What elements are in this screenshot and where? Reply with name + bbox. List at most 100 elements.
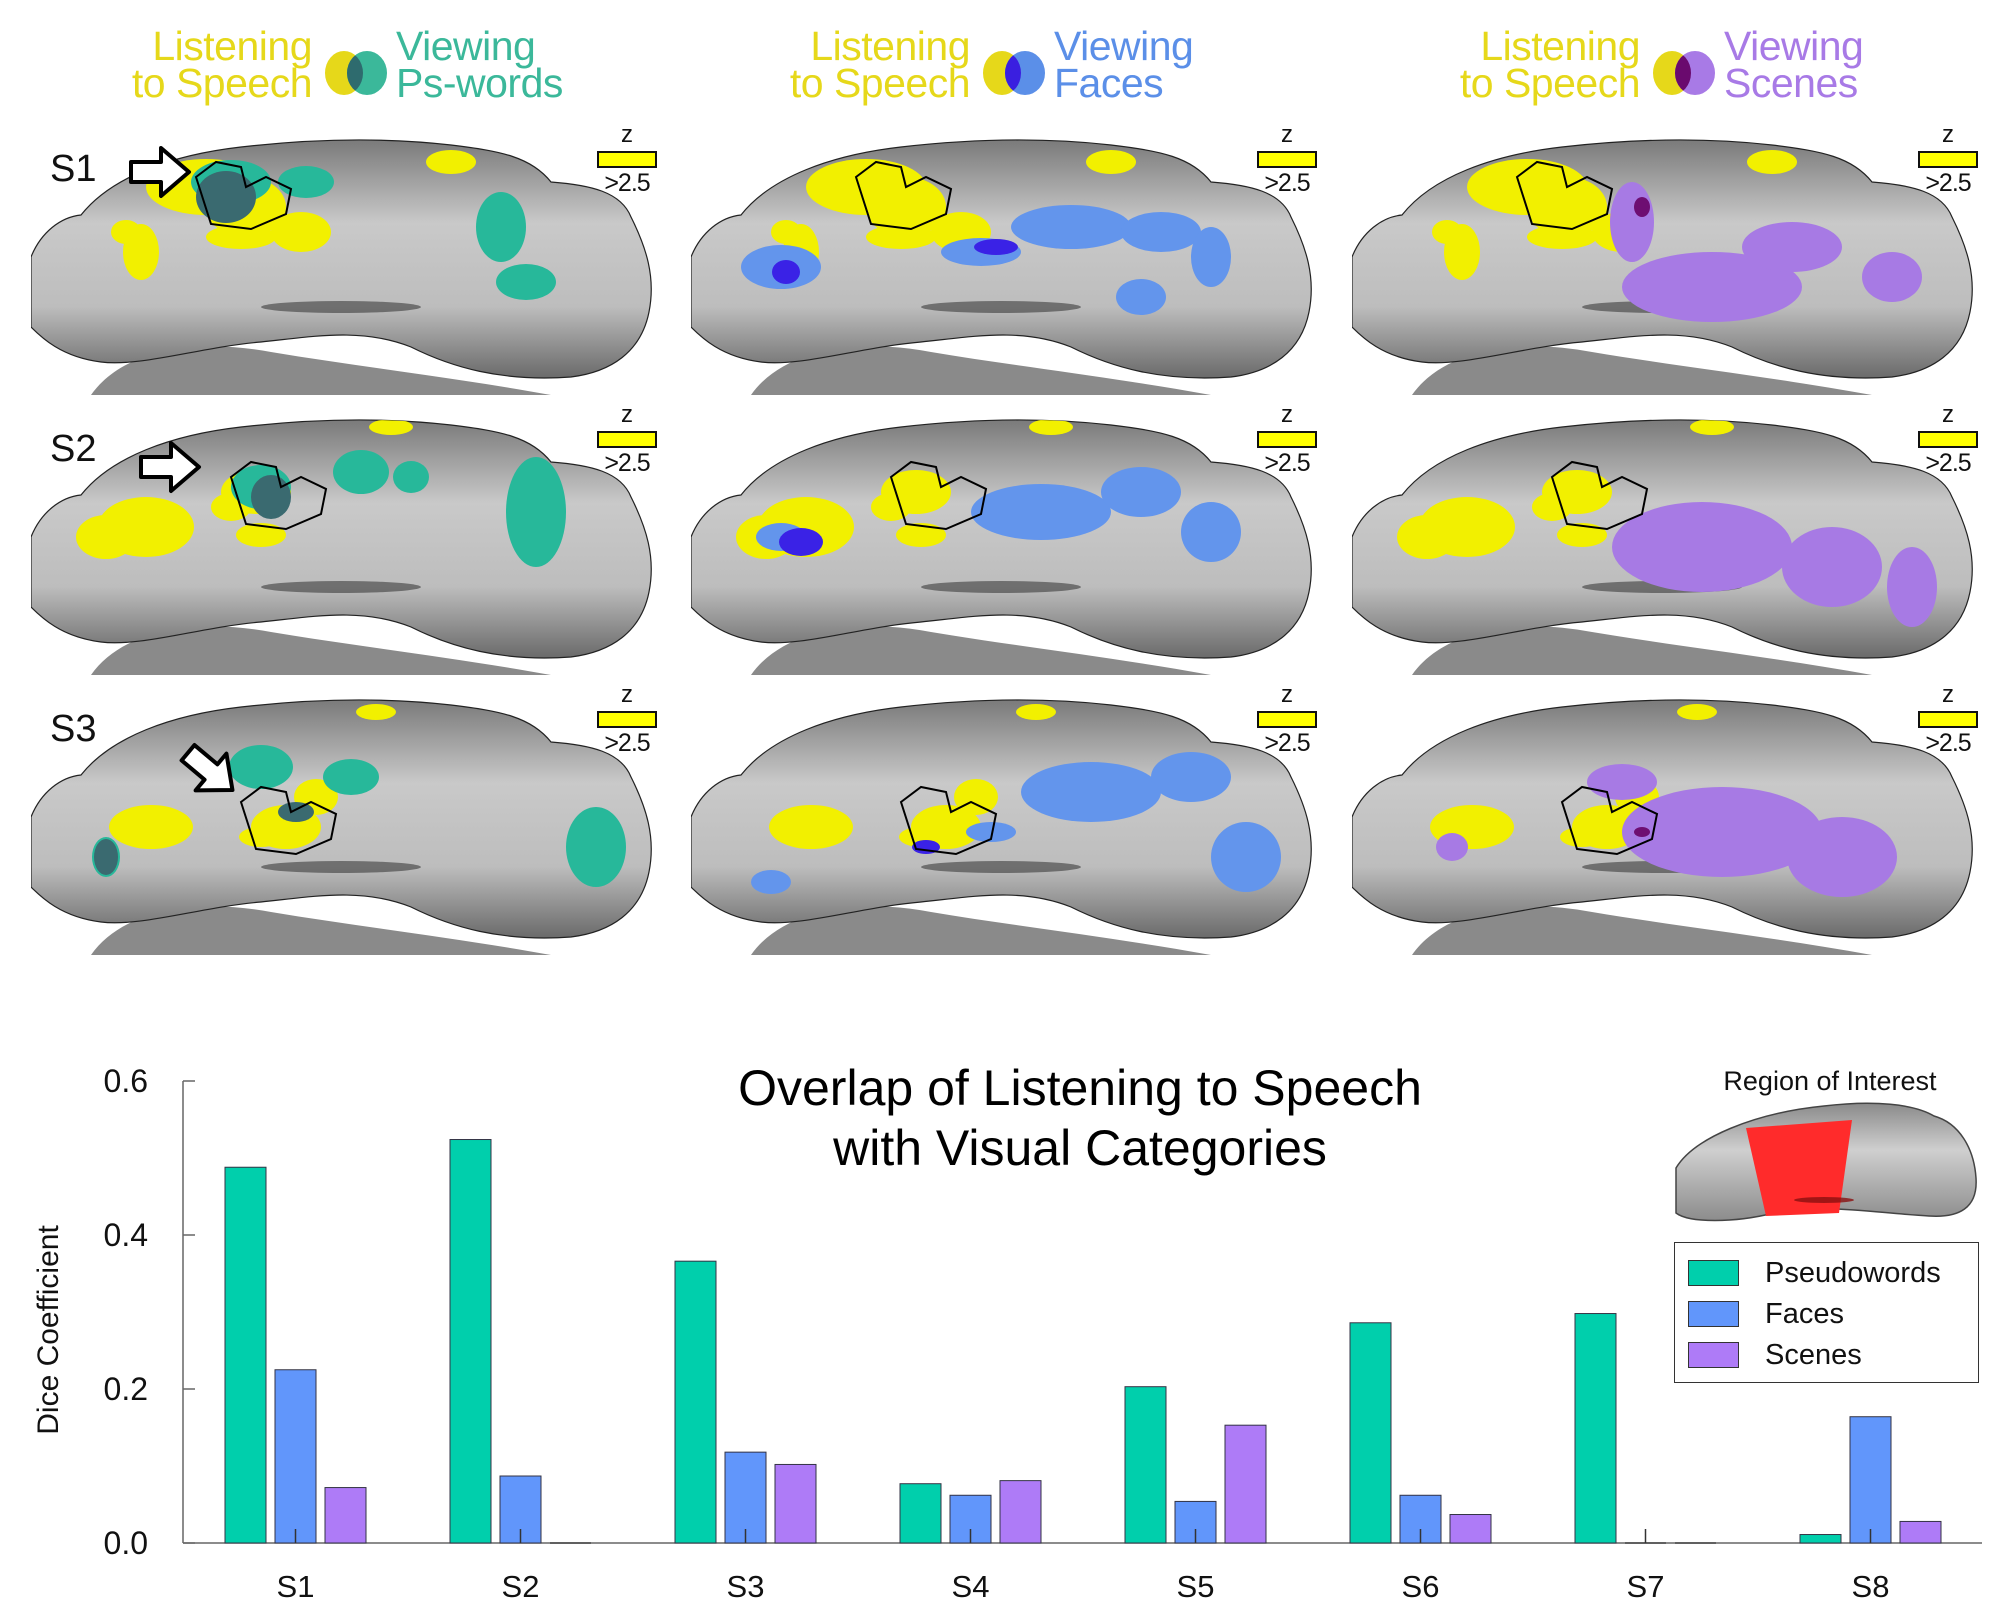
header-right-line1: Viewing	[1724, 23, 1864, 69]
chart-legend: Pseudowords Faces Scenes	[1674, 1242, 1979, 1383]
speech-activation	[834, 177, 858, 197]
bar-scenes-s4	[999, 1480, 1042, 1544]
sulcus-shadow	[921, 301, 1081, 313]
pseudowords-activation	[278, 166, 334, 198]
roi-title: Region of Interest	[1723, 1066, 1937, 1096]
speech-activation	[271, 212, 331, 252]
faces-activation	[1151, 752, 1231, 802]
speech-activation	[111, 220, 141, 244]
z-colorbar	[1257, 711, 1317, 728]
scenes-activation	[1587, 764, 1657, 800]
z-colorbar	[1918, 711, 1978, 728]
z-threshold-legend: z >2.5	[1254, 123, 1320, 196]
legend-item-scenes: Scenes	[1688, 1339, 1862, 1371]
legend-swatch-pseudowords	[1688, 1260, 1739, 1286]
faces-activation	[1101, 467, 1181, 517]
faces-activation	[751, 870, 791, 894]
x-tick-label: S3	[727, 1569, 765, 1604]
speech-activation	[1016, 704, 1056, 720]
speech-activation	[1432, 220, 1462, 244]
speech-activation	[769, 805, 853, 849]
temporal-lobe-shadow	[91, 626, 551, 675]
speech-activation	[1495, 177, 1519, 197]
chart-title-line2: with Visual Categories	[833, 1120, 1327, 1176]
faces-activation	[966, 822, 1016, 842]
z-label: z	[1281, 401, 1293, 428]
speech-activation	[1532, 493, 1572, 521]
scenes-activation	[1742, 222, 1842, 272]
header-left-line1: Listening	[152, 23, 312, 69]
sulcus-shadow	[261, 301, 421, 313]
sulcus-shadow	[261, 581, 421, 593]
z-label: z	[1281, 121, 1293, 148]
brain-panel-s2-pseudowords	[31, 417, 671, 675]
z-label: z	[621, 121, 633, 148]
faces-activation	[1181, 502, 1241, 562]
pointer-arrow-icon	[129, 146, 191, 198]
column-header-faces: Listening to Speech Viewing Faces	[718, 22, 1318, 112]
roi-sulcus	[1794, 1197, 1854, 1203]
y-tick-label: 0.4	[104, 1217, 148, 1253]
faces-activation	[1116, 279, 1166, 315]
scenes-activation	[1610, 182, 1654, 262]
sulcus-shadow	[921, 581, 1081, 593]
brain-panel-s2-faces	[691, 417, 1331, 675]
header-right-line1: Viewing	[396, 23, 536, 69]
roi-outline	[889, 460, 988, 531]
speech-activation	[1690, 419, 1734, 435]
z-colorbar	[1257, 151, 1317, 168]
y-tick-label: 0.6	[104, 1063, 148, 1099]
pseudowords-overlap-activation	[196, 171, 256, 223]
z-threshold-legend: z >2.5	[1915, 403, 1981, 476]
z-threshold-value: >2.5	[1264, 729, 1310, 757]
speech-activation	[896, 523, 946, 547]
bar-faces-s3	[724, 1451, 767, 1544]
temporal-lobe-shadow	[91, 346, 551, 395]
speech-activation	[206, 225, 276, 249]
header-listening-label: Listening to Speech	[60, 23, 313, 104]
z-label: z	[621, 681, 633, 708]
pseudowords-activation	[506, 457, 566, 567]
x-tick-label: S1	[277, 1569, 315, 1604]
bar-pseudowords-s5	[1124, 1386, 1167, 1544]
z-label: z	[1281, 681, 1293, 708]
dice-bar-chart: 0.0 0.2 0.4 0.6 Dice Coefficient S1 S2 S3 S4 S5 S6…	[32, 1063, 1982, 1604]
bar-scenes-s8	[1899, 1520, 1942, 1544]
speech-activation	[109, 805, 193, 849]
bar-pseudowords-s8	[1799, 1534, 1842, 1544]
bar-pseudowords-s7	[1574, 1313, 1617, 1544]
temporal-lobe-shadow	[751, 906, 1211, 955]
speech-activation	[866, 225, 936, 249]
roi-outline	[239, 785, 338, 856]
z-threshold-value: >2.5	[1264, 449, 1310, 477]
roi-brain-image	[1675, 1102, 1977, 1222]
bar-pseudowords-s4	[899, 1483, 942, 1544]
column-header-scenes: Listening to Speech Viewing Scenes	[1388, 22, 1988, 112]
speech-activation	[1677, 704, 1717, 720]
header-right-line2: Scenes	[1724, 60, 1858, 106]
pointer-arrow-icon	[179, 743, 235, 793]
z-colorbar	[1257, 431, 1317, 448]
speech-activation	[369, 419, 413, 435]
z-colorbar	[597, 151, 657, 168]
pseudowords-activation	[566, 807, 626, 887]
roi-region	[1746, 1120, 1852, 1216]
legend-swatch-faces	[1688, 1301, 1739, 1327]
legend-item-faces: Faces	[1688, 1298, 1844, 1330]
scenes-activation	[1622, 252, 1802, 322]
pointer-arrow-icon	[139, 441, 201, 493]
scenes-overlap-activation	[1634, 197, 1650, 217]
header-left-line1: Listening	[1480, 23, 1640, 69]
z-threshold-value: >2.5	[1264, 169, 1310, 197]
speech-activation	[771, 220, 801, 244]
venn-overlap	[1005, 51, 1021, 95]
chart-title: Overlap of Listening to Speech with Visu…	[640, 1058, 1520, 1178]
faces-activation	[1191, 227, 1231, 287]
brain-panel-s1-faces	[691, 137, 1331, 395]
speech-activation	[1557, 523, 1607, 547]
z-threshold-legend: z >2.5	[1915, 123, 1981, 196]
row-label-s2: S2	[50, 428, 97, 470]
pseudowords-activation	[496, 264, 556, 300]
z-threshold-value: >2.5	[1925, 729, 1971, 757]
brain-panel-s1-pseudowords	[31, 137, 671, 395]
